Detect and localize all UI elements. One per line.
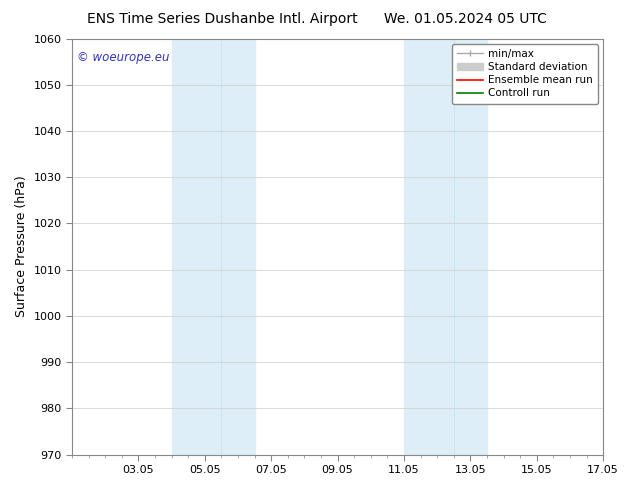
Legend: min/max, Standard deviation, Ensemble mean run, Controll run: min/max, Standard deviation, Ensemble me… <box>451 44 598 103</box>
Bar <box>172 39 255 455</box>
Bar <box>404 39 487 455</box>
Text: ENS Time Series Dushanbe Intl. Airport      We. 01.05.2024 05 UTC: ENS Time Series Dushanbe Intl. Airport W… <box>87 12 547 26</box>
Y-axis label: Surface Pressure (hPa): Surface Pressure (hPa) <box>15 176 28 318</box>
Text: © woeurope.eu: © woeurope.eu <box>77 51 170 64</box>
